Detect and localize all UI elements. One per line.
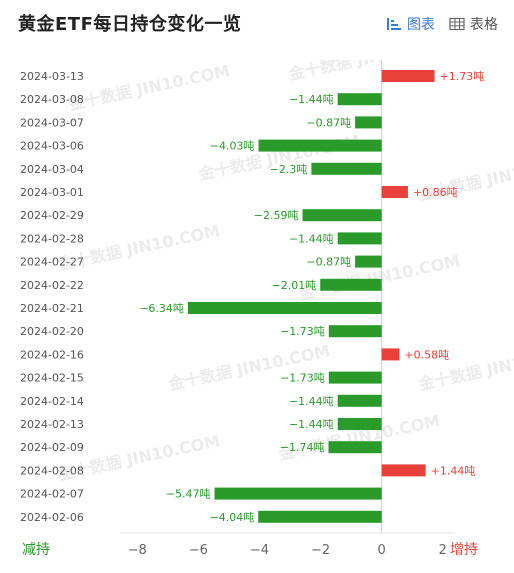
x-tick-label: −2 (311, 543, 330, 558)
data-label: −2.01吨 (272, 279, 317, 292)
data-label: −1.44吨 (289, 395, 334, 408)
category-label: 2024-02-29 (20, 209, 84, 222)
x-tick-label: 2 (439, 543, 447, 558)
category-label: 2024-02-16 (20, 348, 84, 361)
chart-header: 黄金ETF每日持仓变化一览 图表 表格 (0, 0, 514, 48)
data-label: −4.04吨 (210, 511, 255, 524)
data-label: −2.3吨 (270, 163, 308, 176)
category-label: 2024-03-07 (20, 116, 84, 129)
decrease-bar (258, 139, 382, 152)
decrease-bar (328, 325, 382, 338)
data-label: +1.44吨 (431, 464, 476, 477)
x-tick-label: −4 (250, 543, 269, 558)
category-label: 2024-02-28 (20, 232, 84, 245)
data-label: −1.44吨 (289, 232, 334, 245)
increase-legend-label: 增持 (450, 542, 478, 558)
decrease-bar (214, 487, 382, 500)
category-label: 2024-03-01 (20, 186, 84, 199)
category-label: 2024-02-21 (20, 302, 84, 315)
data-label: −1.73吨 (280, 372, 325, 385)
category-label: 2024-02-14 (20, 395, 84, 408)
data-label: −4.03吨 (210, 140, 255, 153)
category-label: 2024-02-22 (20, 279, 84, 292)
data-label: −0.87吨 (306, 116, 351, 129)
data-label: −1.44吨 (289, 93, 334, 106)
page-title: 黄金ETF每日持仓变化一览 (18, 14, 242, 35)
increase-bar (381, 464, 426, 477)
decrease-bar (355, 116, 382, 129)
decrease-bar (337, 394, 382, 407)
category-label: 2024-02-07 (20, 488, 84, 501)
chart-area: 金十数据 JIN10.COM 金十数据 JIN10.COM 金十数据 JIN10.C… (0, 60, 514, 573)
increase-bar (381, 348, 400, 361)
decrease-bar (337, 93, 382, 106)
bar-chart-icon (387, 18, 401, 30)
category-label: 2024-02-08 (20, 464, 84, 477)
x-tick-label: −6 (189, 543, 208, 558)
category-label: 2024-03-06 (20, 140, 84, 153)
chart-view-label: 图表 (407, 17, 435, 33)
decrease-bar (328, 441, 382, 454)
table-view-tab[interactable]: 表格 (449, 14, 498, 34)
data-label: −1.44吨 (289, 418, 334, 431)
x-tick-label: −8 (128, 543, 147, 558)
decrease-bar (337, 418, 382, 430)
decrease-bar (311, 162, 382, 175)
data-label: −0.87吨 (306, 256, 351, 269)
category-label: 2024-03-08 (20, 93, 84, 106)
data-label: +1.73吨 (440, 70, 485, 83)
category-label: 2024-02-15 (20, 372, 84, 385)
increase-bar (381, 70, 435, 82)
table-view-label: 表格 (470, 17, 498, 33)
category-label: 2024-03-13 (20, 70, 84, 83)
data-label: +0.86吨 (413, 186, 458, 199)
decrease-bar (355, 255, 382, 268)
category-label: 2024-02-27 (20, 256, 84, 269)
decrease-legend-label: 减持 (22, 542, 50, 558)
data-label: +0.58吨 (404, 348, 449, 361)
decrease-bar (302, 209, 382, 222)
x-tick-label: 0 (378, 543, 386, 558)
table-grid-icon (449, 17, 465, 31)
decrease-bar (258, 510, 382, 523)
decrease-bar (337, 232, 382, 245)
category-label: 2024-02-09 (20, 441, 84, 454)
watermark-text: 金十数据 JIN10.COM (66, 61, 232, 114)
category-label: 2024-02-13 (20, 418, 84, 431)
watermark-text: 金十数据 JIN10.COM (166, 341, 332, 394)
data-label: −1.74吨 (280, 441, 325, 454)
data-label: −2.59吨 (254, 209, 299, 222)
decrease-bar (187, 302, 382, 314)
category-label: 2024-02-06 (20, 511, 84, 524)
chart-view-tab[interactable]: 图表 (386, 14, 435, 34)
decrease-bar (320, 278, 382, 291)
decrease-bar (328, 371, 382, 384)
increase-bar (381, 186, 408, 198)
data-label: −1.73吨 (280, 325, 325, 338)
data-label: −5.47吨 (166, 488, 211, 501)
view-toggle: 图表 表格 (386, 14, 498, 34)
category-label: 2024-03-04 (20, 163, 84, 176)
category-label: 2024-02-20 (20, 325, 84, 338)
data-label: −6.34吨 (139, 302, 184, 315)
